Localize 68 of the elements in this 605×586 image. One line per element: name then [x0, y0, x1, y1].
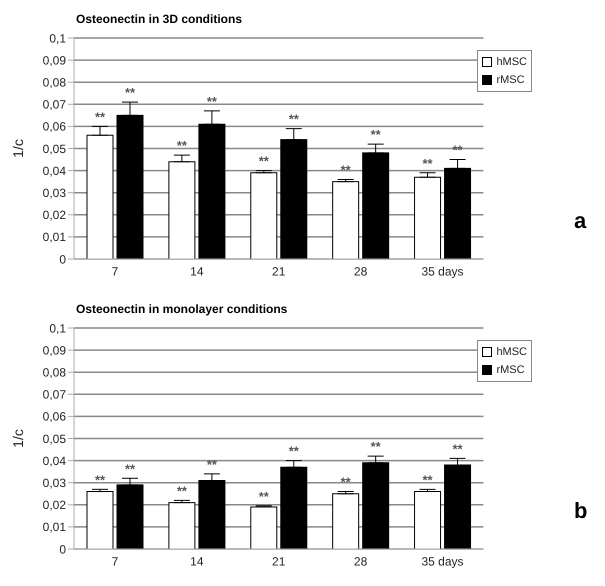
x-tick-label: 35 days [421, 554, 464, 569]
y-tick-label: 0,09 [42, 343, 66, 358]
y-axis-title: 1/c [10, 139, 26, 158]
legend-label: rMSC [496, 363, 525, 378]
data-label: ** [422, 156, 434, 171]
legend-label: hMSC [496, 55, 527, 70]
text: b [574, 498, 588, 524]
y-tick-label: 0,03 [42, 186, 66, 200]
legend-label: hMSC [496, 345, 527, 360]
data-label: ** [206, 456, 218, 472]
y-tick-label: 0,09 [42, 53, 66, 68]
data-label: ** [288, 444, 300, 459]
x-tick-label: 7 [112, 264, 119, 279]
data-label: ** [94, 472, 106, 488]
text: a [574, 208, 586, 234]
y-tick-label: 0,01 [42, 520, 66, 534]
y-axis-title: 1/c [10, 429, 26, 448]
x-tick-label: 14 [190, 264, 204, 279]
y-tick-label: 0,1 [49, 31, 66, 46]
y-tick-label: 0,1 [49, 321, 66, 336]
bar [250, 506, 278, 549]
legend-label: rMSC [496, 73, 525, 88]
data-label: ** [370, 439, 382, 454]
x-tick-label: 28 [354, 554, 368, 569]
bar [414, 491, 442, 549]
x-tick-label: 7 [112, 554, 119, 569]
y-tick-label: 0,06 [42, 120, 66, 134]
y-tick-label: 0,08 [42, 365, 66, 380]
y-tick-label: 0,05 [42, 432, 66, 446]
y-tick-label: 0,04 [42, 454, 66, 468]
y-tick-label: 0,01 [42, 230, 66, 244]
x-tick-label: 21 [272, 264, 286, 279]
y-tick-label: 0,08 [42, 75, 66, 90]
data-label: ** [370, 127, 382, 142]
bar [414, 176, 442, 259]
y-tick-label: 0 [59, 542, 66, 556]
bar [332, 493, 360, 549]
data-label: ** [206, 94, 218, 109]
data-label: ** [422, 472, 434, 488]
y-tick-label: 0 [59, 252, 66, 266]
bar [332, 181, 360, 259]
chart-title: Osteonectin in 3D conditions [76, 12, 242, 26]
chart-title: Osteonectin in monolayer conditions [76, 302, 288, 316]
data-label: ** [176, 483, 188, 498]
data-label: ** [94, 109, 106, 124]
y-tick-label: 0,04 [42, 164, 66, 178]
y-tick-label: 0,03 [42, 476, 66, 490]
y-tick-label: 0,06 [42, 410, 66, 424]
bar [168, 502, 196, 549]
bar [250, 172, 278, 259]
y-tick-label: 0,02 [42, 208, 66, 222]
x-tick-label: 28 [354, 264, 368, 279]
data-label: ** [452, 142, 464, 158]
data-label: ** [452, 441, 464, 456]
data-label: ** [124, 461, 136, 476]
bar [86, 491, 114, 549]
data-label: ** [258, 488, 270, 504]
y-tick-label: 0,02 [42, 498, 66, 512]
y-tick-label: 0,07 [42, 388, 66, 402]
x-tick-label: 14 [190, 554, 204, 569]
x-tick-label: 21 [272, 554, 286, 569]
y-tick-label: 0,07 [42, 98, 66, 112]
data-label: ** [288, 112, 300, 127]
data-label: ** [124, 85, 136, 100]
x-tick-label: 35 days [421, 264, 464, 279]
data-label: ** [258, 154, 270, 169]
y-tick-label: 0,05 [42, 142, 66, 156]
data-label: ** [176, 138, 188, 154]
